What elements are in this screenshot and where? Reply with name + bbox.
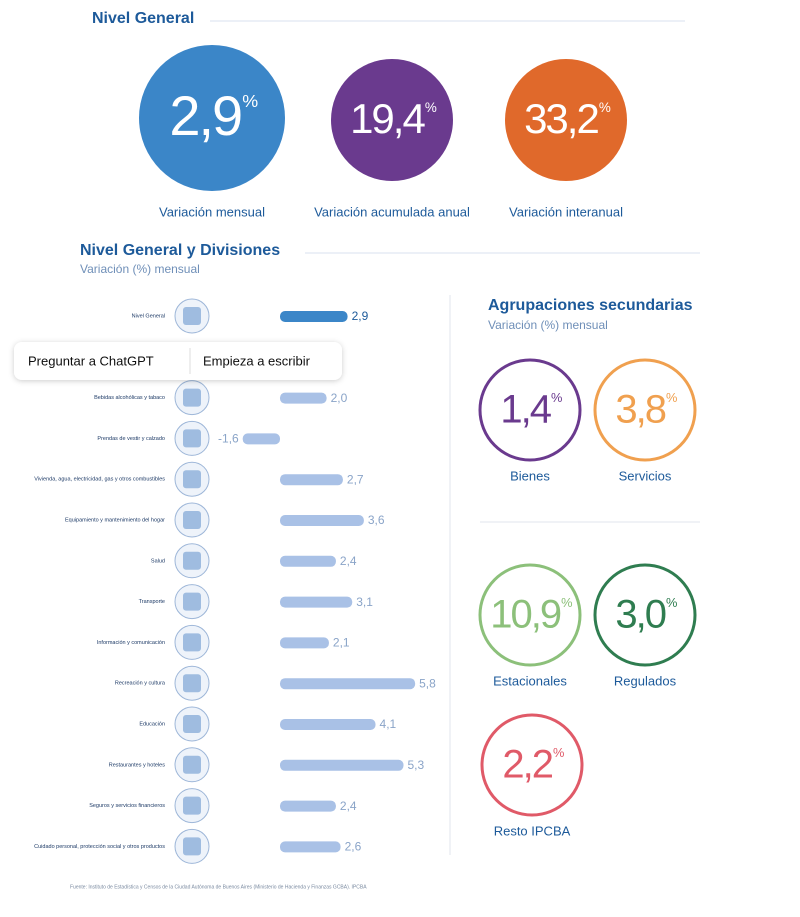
value-label: 2,4 xyxy=(340,554,357,568)
popup-box xyxy=(14,342,342,380)
category-icon-detail xyxy=(183,633,201,652)
kpi-value: 10,9 xyxy=(490,593,561,637)
popup: Preguntar a ChatGPT Empieza a escribir xyxy=(14,342,342,380)
bar xyxy=(280,637,329,649)
category-label: Nivel General xyxy=(132,313,165,319)
category-icon-detail xyxy=(183,592,201,611)
category-label: Recreación y cultura xyxy=(115,681,166,687)
bar xyxy=(280,800,336,812)
bar xyxy=(280,555,336,567)
value-label: 2,9 xyxy=(352,309,369,323)
category-icon-detail xyxy=(183,307,201,325)
kpi-unit: % xyxy=(666,595,677,610)
bar xyxy=(280,841,341,853)
kpi-value: 33,2 xyxy=(524,95,598,142)
kpi-label: Variación acumulada anual xyxy=(314,204,470,219)
footer: Fuente: Instituto de Estadística y Censo… xyxy=(70,884,367,890)
group-label: Servicios xyxy=(619,468,672,483)
group-label: Bienes xyxy=(510,468,550,483)
kpi-circle xyxy=(593,563,697,667)
category-icon-detail xyxy=(183,796,201,815)
category-icon-detail xyxy=(183,388,201,407)
value-label: 2,1 xyxy=(333,636,350,650)
category-label: Seguros y servicios financieros xyxy=(89,803,165,809)
category-label: Cuidado personal, protección social y ot… xyxy=(34,844,165,850)
kpi-value: 2,2 xyxy=(502,743,552,787)
group-label: Estacionales xyxy=(493,673,567,688)
kpi-unit: % xyxy=(425,100,437,115)
bar xyxy=(280,515,364,526)
kpi-value: 3,0 xyxy=(615,593,665,637)
popup-button[interactable]: Preguntar a ChatGPT xyxy=(28,353,154,368)
category-label: Prendas de vestir y calzado xyxy=(97,436,165,442)
kpi-value: 2,9 xyxy=(169,84,241,147)
kpi-unit: % xyxy=(551,390,562,405)
category-icon-detail xyxy=(183,429,201,448)
bar xyxy=(280,719,376,730)
kpi-value: 1,4 xyxy=(500,388,551,432)
kpi-circle xyxy=(478,358,582,462)
category-icon-detail xyxy=(183,837,201,856)
secondary-subtitle: Variación (%) mensual xyxy=(488,318,608,332)
category-label: Información y comunicación xyxy=(97,640,165,646)
section-title: Nivel General xyxy=(92,10,194,27)
category-icon-detail xyxy=(183,470,201,489)
bar xyxy=(280,759,404,771)
bar xyxy=(280,678,416,690)
bar xyxy=(280,392,327,404)
chart-subtitle: Variación (%) mensual xyxy=(80,262,200,276)
kpi-label: Variación mensual xyxy=(159,204,265,219)
kpi-value: 19,4 xyxy=(350,95,425,142)
value-label: 3,1 xyxy=(356,595,373,609)
category-label: Equipamiento y mantenimiento del hogar xyxy=(65,517,165,523)
value-label: -1,6 xyxy=(218,432,239,446)
value-label: 2,6 xyxy=(345,840,362,854)
kpi-circle xyxy=(505,59,627,181)
value-label: 5,3 xyxy=(407,758,424,772)
value-label: 4,1 xyxy=(380,717,397,731)
kpi-unit: % xyxy=(599,100,611,115)
category-label: Bebidas alcohólicas y tabaco xyxy=(94,395,165,401)
chart-title: Nivel General y Divisiones xyxy=(80,242,280,259)
kpi-circle xyxy=(139,45,285,191)
category-label: Salud xyxy=(151,558,165,564)
kpi-label: Variación interanual xyxy=(509,204,623,219)
category-icon-detail xyxy=(183,551,201,570)
kpi-value: 3,8 xyxy=(615,388,665,432)
bar xyxy=(242,433,280,445)
category-label: Transporte xyxy=(139,599,165,605)
group-label: Regulados xyxy=(614,673,677,688)
bar xyxy=(280,596,353,608)
kpi-circle xyxy=(593,358,697,462)
category-icon-detail xyxy=(183,674,201,693)
value-label: 3,6 xyxy=(368,513,385,527)
category-icon-detail xyxy=(183,715,201,733)
bar xyxy=(280,311,348,322)
group-label: Resto IPCBA xyxy=(494,823,571,838)
kpi-circle xyxy=(480,713,584,817)
category-label: Educación xyxy=(139,721,165,727)
kpi-unit: % xyxy=(561,595,572,610)
bar xyxy=(280,474,343,486)
category-label: Vivienda, agua, electricidad, gas y otro… xyxy=(34,477,165,483)
category-icon-detail xyxy=(183,511,201,529)
value-label: 2,4 xyxy=(340,799,357,813)
secondary-title: Agrupaciones secundarias xyxy=(488,297,693,314)
value-label: 2,0 xyxy=(331,391,348,405)
kpi-circle xyxy=(331,59,453,181)
category-label: Restaurantes y hoteles xyxy=(109,762,166,768)
category-icon-detail xyxy=(183,755,201,774)
popup-button[interactable]: Empieza a escribir xyxy=(203,353,311,368)
kpi-unit: % xyxy=(242,91,258,111)
value-label: 5,8 xyxy=(419,676,436,690)
kpi-circle xyxy=(478,563,582,667)
kpi-unit: % xyxy=(553,745,564,760)
value-label: 2,7 xyxy=(347,472,364,486)
kpi-unit: % xyxy=(666,390,677,405)
